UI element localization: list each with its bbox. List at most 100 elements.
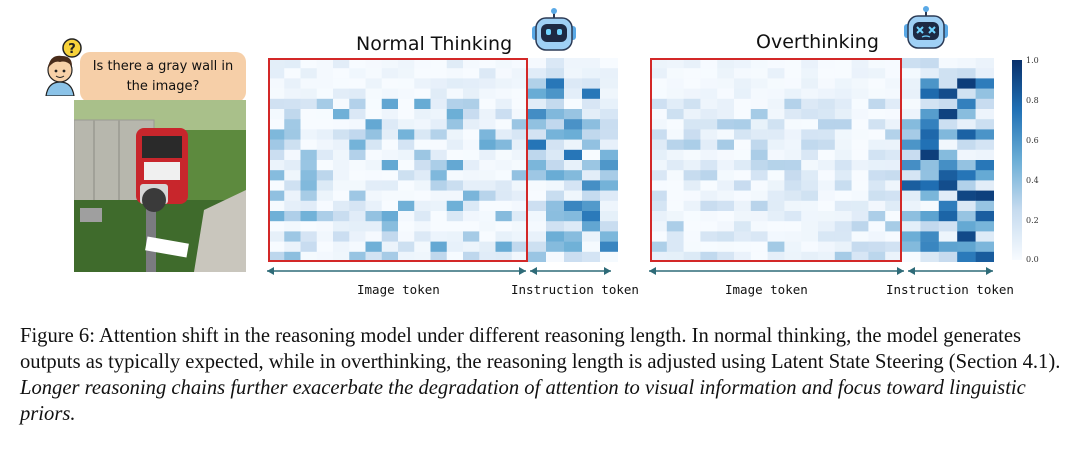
heatmap-cell: [750, 98, 768, 110]
heatmap-cell: [511, 170, 529, 181]
heatmap-cell: [582, 160, 601, 171]
heatmap-cell: [975, 68, 994, 79]
heatmap-cell: [938, 88, 958, 100]
heatmap-cell: [349, 149, 366, 161]
colorbar-tick: 0.4: [1026, 176, 1039, 185]
heatmap-cell: [734, 78, 752, 89]
heatmap-cell: [750, 200, 768, 212]
heatmap-cell: [938, 119, 958, 130]
heatmap-cell: [920, 221, 940, 232]
heatmap-cell: [717, 180, 735, 191]
normal-thinking-title: Normal Thinking: [356, 33, 513, 55]
heatmap-cell: [268, 68, 285, 79]
heatmap-cell: [495, 170, 513, 181]
heatmap-cell: [414, 98, 431, 110]
heatmap-cell: [700, 231, 718, 242]
heatmap-cell: [683, 78, 701, 89]
heatmap-cell: [546, 251, 565, 262]
heatmap-cell: [381, 221, 399, 232]
heatmap-cell: [546, 180, 565, 191]
heatmap-cell: [479, 160, 496, 171]
heatmap-cell: [902, 129, 921, 140]
heatmap-cell: [975, 231, 994, 242]
heatmap-cell: [600, 119, 618, 130]
heatmap-cell: [528, 78, 547, 89]
heatmap-cell: [479, 98, 496, 110]
heatmap-cell: [868, 221, 886, 232]
heatmap-cell: [316, 119, 334, 130]
heatmap-cell: [767, 231, 785, 242]
heatmap-cell: [902, 221, 921, 232]
heatmap-cell: [430, 231, 448, 242]
heatmap-cell: [834, 78, 852, 89]
heatmap-cell: [784, 251, 802, 262]
heatmap-cell: [300, 129, 318, 140]
heatmap-cell: [885, 119, 903, 130]
heatmap-cell: [430, 109, 448, 120]
heatmap-cell: [398, 68, 415, 79]
heatmap-cell: [920, 88, 940, 100]
heatmap-cell: [666, 251, 684, 262]
heatmap-cell: [300, 200, 318, 212]
heatmap-cell: [650, 78, 668, 89]
heatmap-cell: [750, 241, 768, 253]
heatmap-cell: [801, 251, 819, 262]
heatmap-cell: [666, 98, 684, 110]
heatmap-cell: [957, 211, 976, 222]
heatmap-cell: [430, 58, 448, 69]
heatmap-cell: [818, 221, 836, 232]
heatmap-cell: [734, 180, 752, 191]
heatmap-cell: [365, 119, 383, 130]
heatmap-cell: [666, 149, 684, 161]
heatmap-cell: [600, 180, 618, 191]
heatmap-cell: [767, 68, 785, 79]
heatmap-cell: [767, 149, 785, 161]
heatmap-cell: [834, 231, 852, 242]
heatmap-cell: [750, 119, 768, 130]
question-bubble: Is there a gray wall in the image?: [80, 52, 246, 102]
heatmap-cell: [365, 129, 383, 140]
heatmap-cell: [700, 200, 718, 212]
heatmap-cell: [734, 68, 752, 79]
heatmap-cell: [300, 78, 318, 89]
heatmap-cell: [767, 241, 785, 253]
heatmap-cell: [446, 221, 464, 232]
heatmap-cell: [268, 241, 285, 253]
heatmap-cell: [920, 231, 940, 242]
heatmap-cell: [284, 231, 301, 242]
heatmap-cell: [333, 98, 350, 110]
heatmap-cell: [528, 109, 547, 120]
heatmap-cell: [333, 68, 350, 79]
heatmap-cell: [528, 231, 547, 242]
heatmap-cell: [920, 149, 940, 161]
heatmap-cell: [268, 88, 285, 100]
heatmap-cell: [268, 170, 285, 181]
heatmap-cell: [600, 190, 618, 202]
heatmap-cell: [495, 221, 513, 232]
heatmap-cell: [349, 221, 366, 232]
heatmap-cell: [717, 190, 735, 202]
heatmap-cell: [600, 88, 618, 100]
heatmap-cell: [546, 241, 565, 253]
heatmap-cell: [511, 58, 529, 69]
heatmap-cell: [920, 241, 940, 253]
heatmap-cell: [784, 129, 802, 140]
heatmap-cell: [349, 160, 366, 171]
heatmap-cell: [734, 221, 752, 232]
heatmap-cell: [902, 139, 921, 151]
heatmap-cell: [430, 88, 448, 100]
heatmap-cell: [750, 160, 768, 171]
normal-image-token-label: Image token: [357, 282, 440, 297]
heatmap-cell: [546, 139, 565, 151]
heatmap-cell: [868, 119, 886, 130]
heatmap-cell: [717, 241, 735, 253]
heatmap-cell: [365, 170, 383, 181]
heatmap-cell: [920, 180, 940, 191]
heatmap-cell: [734, 241, 752, 253]
heatmap-cell: [316, 78, 334, 89]
heatmap-cell: [750, 139, 768, 151]
heatmap-cell: [868, 58, 886, 69]
heatmap-cell: [349, 129, 366, 140]
heatmap-cell: [683, 88, 701, 100]
heatmap-cell: [717, 129, 735, 140]
